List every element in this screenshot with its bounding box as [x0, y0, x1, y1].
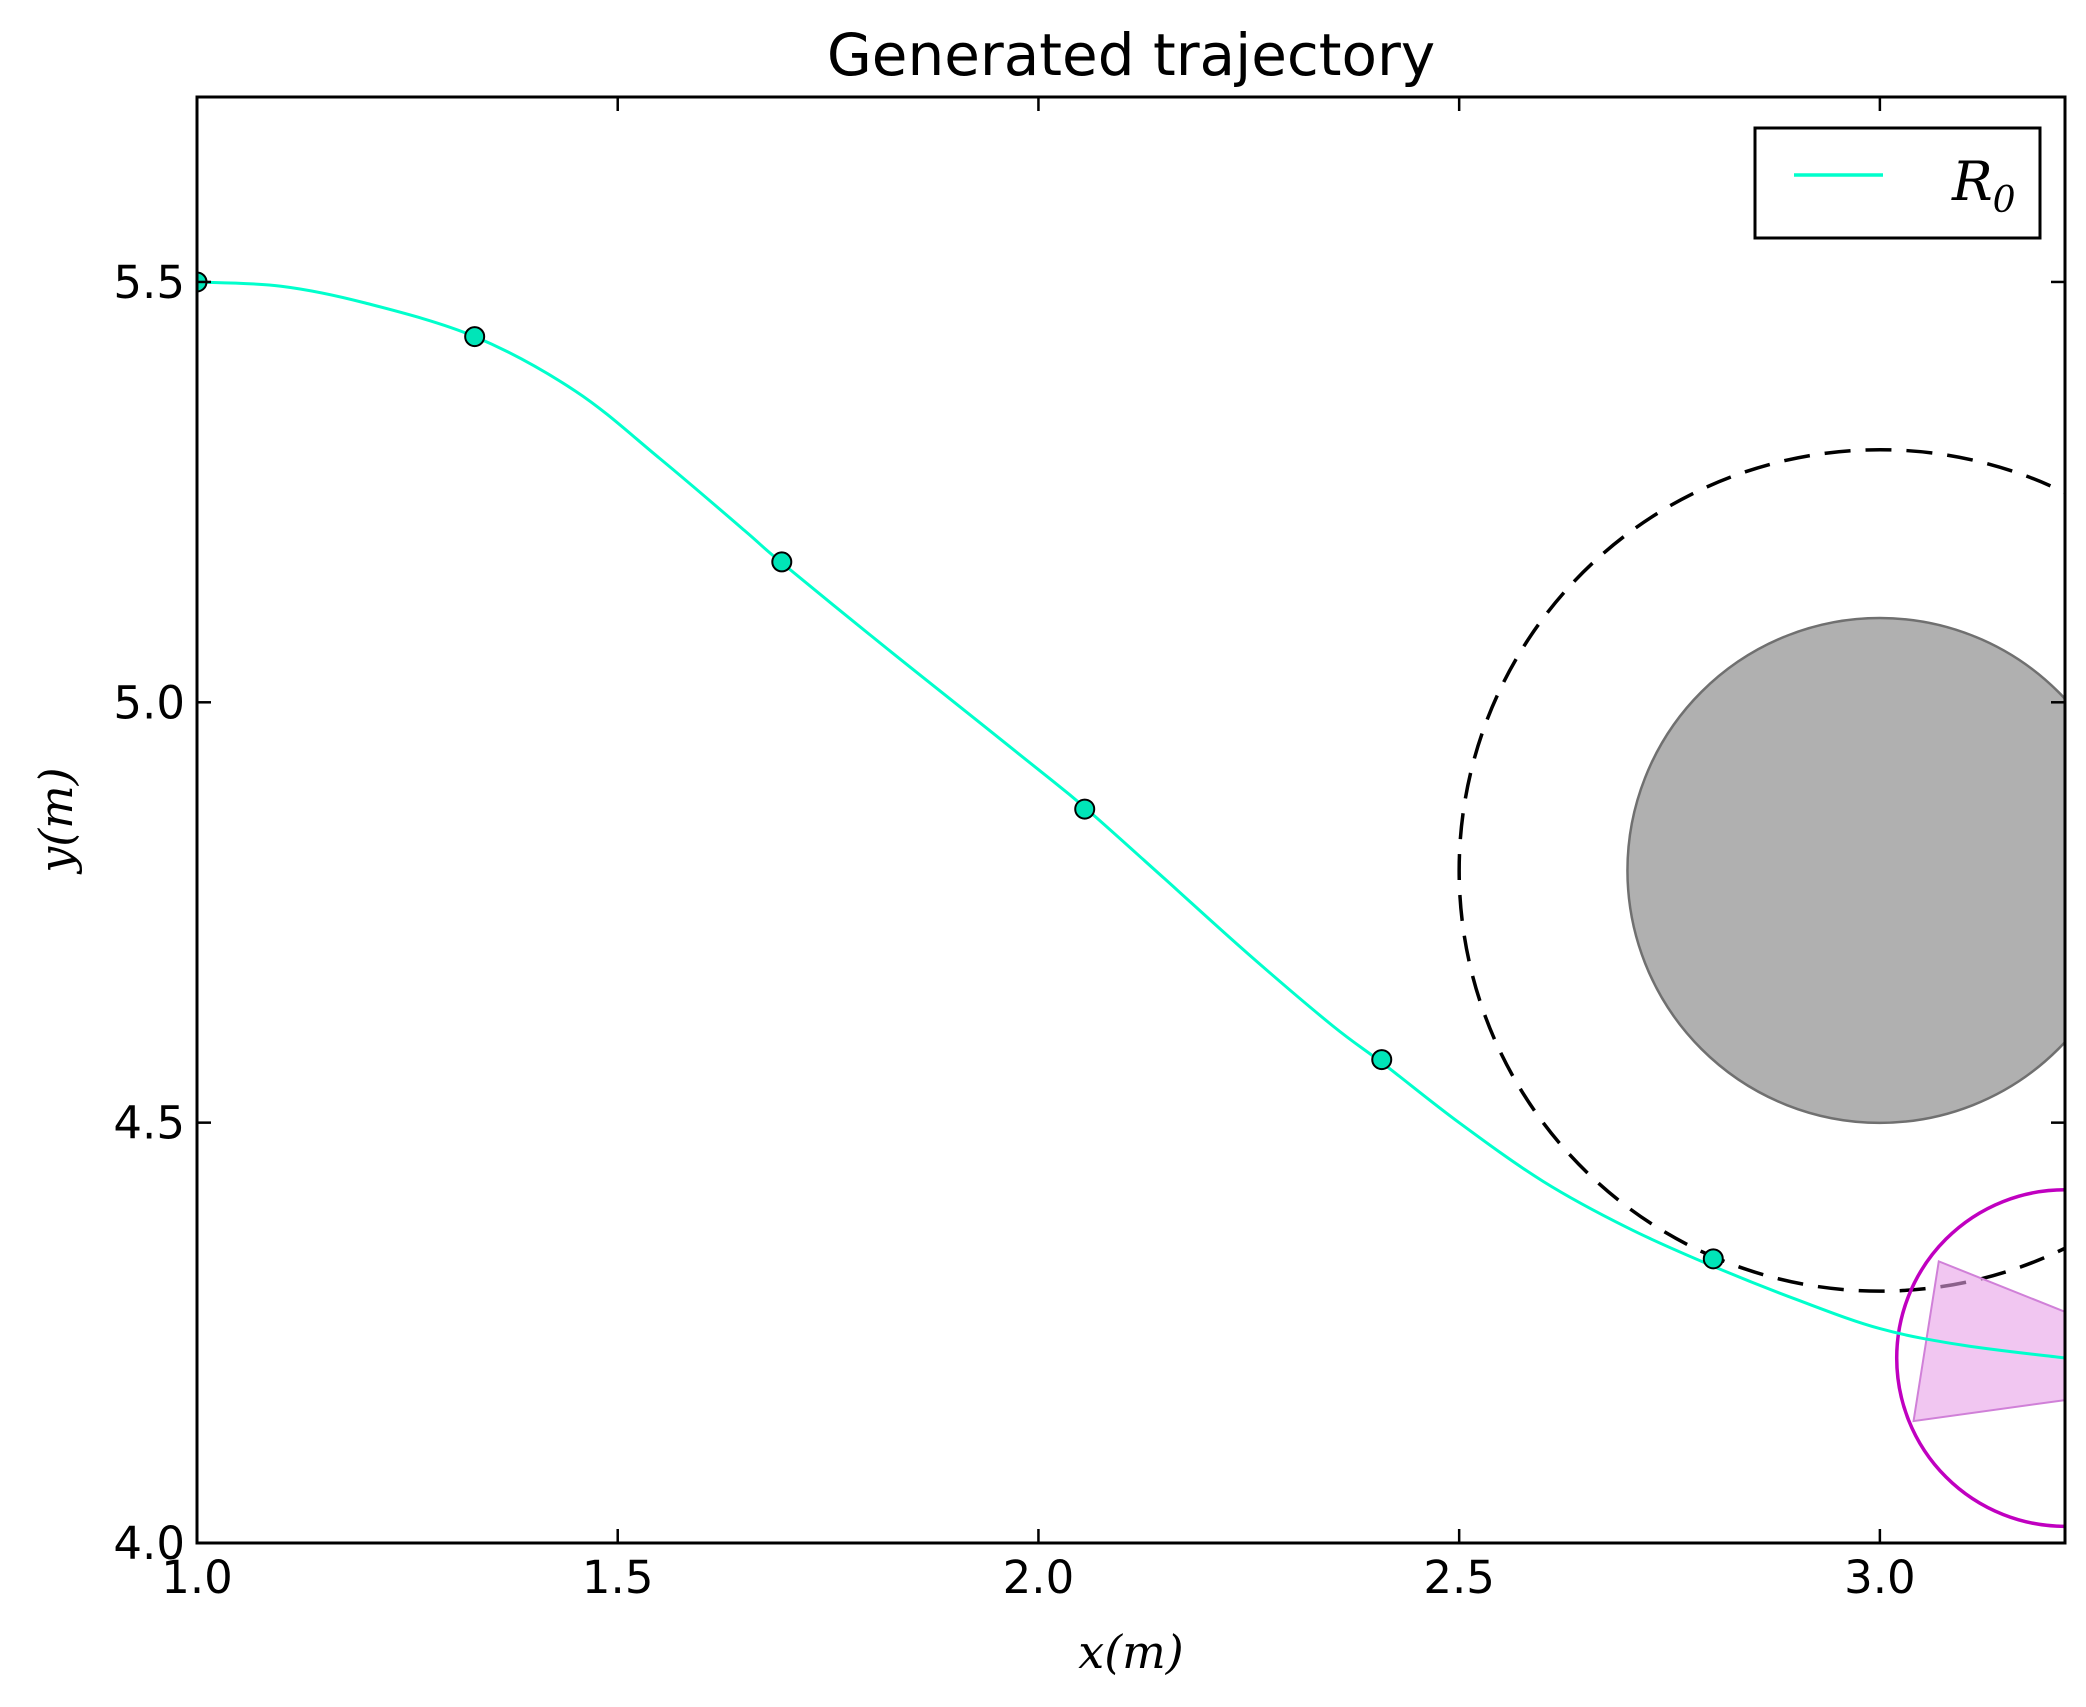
legend-label-subscript: 0 — [1993, 180, 2016, 221]
x-tick-label: 1.0 — [161, 1551, 233, 1604]
waypoint-marker — [1074, 798, 1096, 820]
series-line-r0 — [197, 280, 2065, 1360]
x-axis-label: x(m) — [1078, 1625, 1183, 1679]
plot-frame — [195, 95, 2067, 1545]
obstacle-circle — [1626, 616, 2065, 1125]
ticks: 1.0 1.5 2.0 2.5 3.0 4.0 4.5 5.0 5.5 — [113, 97, 2065, 1604]
x-tick-label: 1.5 — [582, 1551, 654, 1604]
plot-area — [197, 271, 2065, 1529]
sensor-cone — [1912, 1259, 2065, 1423]
y-tick-label: 5.5 — [113, 256, 185, 309]
safety-zone-circle — [1457, 448, 2065, 1293]
y-tick-label: 5.0 — [113, 676, 185, 729]
x-tick-label: 2.0 — [1003, 1551, 1075, 1604]
chart-title: Generated trajectory — [827, 21, 1435, 89]
waypoint-marker — [771, 551, 793, 573]
legend: R0 — [1753, 126, 2042, 240]
x-tick-label: 3.0 — [1844, 1551, 1916, 1604]
legend-label-r0: R0 — [1951, 150, 2016, 221]
x-tick-label: 2.5 — [1423, 1551, 1495, 1604]
waypoint-marker — [1702, 1248, 1724, 1270]
waypoint-marker — [464, 326, 486, 348]
legend-box — [1753, 126, 2042, 240]
y-tick-label: 4.0 — [113, 1517, 185, 1570]
y-axis-label: y(m) — [29, 767, 83, 875]
legend-label-main: R — [1951, 150, 1993, 213]
waypoint-marker — [1371, 1049, 1393, 1071]
y-tick-label: 4.5 — [113, 1097, 185, 1150]
